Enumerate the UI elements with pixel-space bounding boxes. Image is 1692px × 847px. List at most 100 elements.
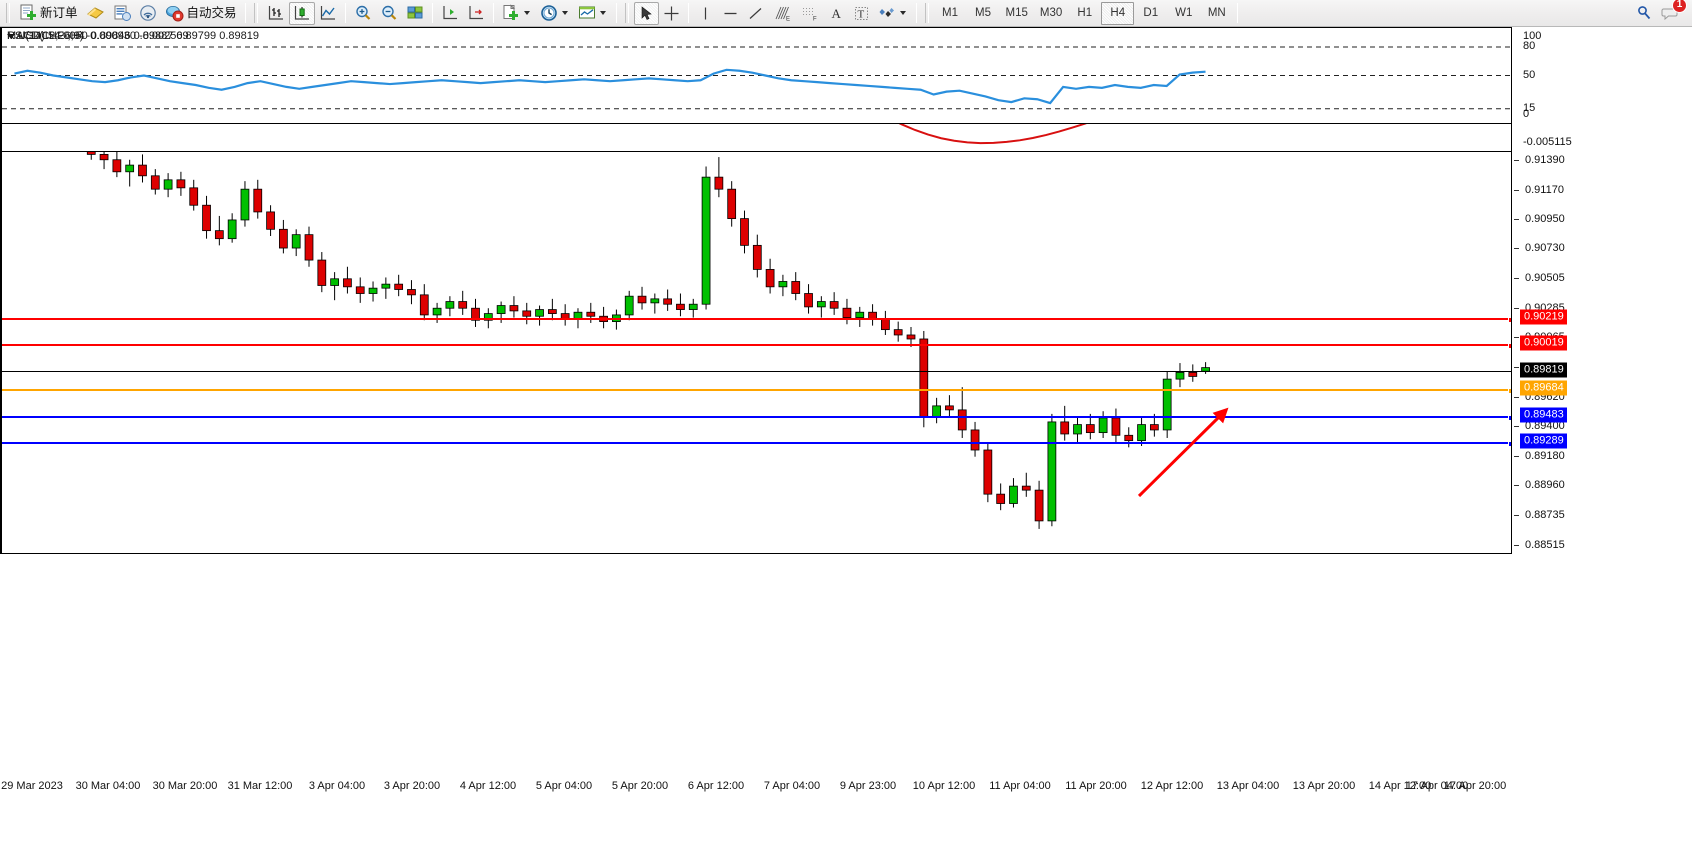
svg-text:T: T xyxy=(857,8,864,20)
toolbar-grip-3[interactable] xyxy=(623,3,631,23)
timeframe-m30[interactable]: M30 xyxy=(1039,7,1063,19)
time-tick-label: 17 Apr 20:00 xyxy=(1443,780,1507,792)
fibonacci-button[interactable]: E xyxy=(768,2,796,25)
autotrading-button[interactable]: 自动交易 xyxy=(161,2,241,25)
candle-body xyxy=(445,301,455,309)
price-tick: 0.88515 xyxy=(1512,539,1565,551)
time-axis[interactable]: 29 Mar 2023 30 Mar 04:00 30 Mar 20:00 31 Ma… xyxy=(0,776,1692,804)
tile-windows-button[interactable] xyxy=(402,2,428,25)
rsi-axis-scale[interactable]: 100 80 50 15 0 xyxy=(1512,27,1692,124)
candle-body xyxy=(881,318,890,331)
level-line-pivot[interactable] xyxy=(2,388,1511,395)
period-button[interactable] xyxy=(536,2,574,25)
svg-text:E: E xyxy=(786,16,790,22)
timeframe-mn[interactable]: MN xyxy=(1207,7,1226,19)
crosshair-button[interactable] xyxy=(659,2,684,25)
shapes-caret-icon[interactable] xyxy=(899,11,906,15)
candle-body xyxy=(112,159,122,173)
toolbar-separator-7 xyxy=(915,3,917,23)
candle-body xyxy=(99,154,109,161)
time-tick-label: 31 Mar 12:00 xyxy=(227,780,293,792)
add-indicator-caret-icon[interactable] xyxy=(523,11,530,15)
zoom-in-button[interactable] xyxy=(350,2,376,25)
data-window-button[interactable] xyxy=(109,2,135,25)
candle-body xyxy=(752,244,762,270)
chart-shift-button[interactable] xyxy=(437,2,463,25)
svg-text:A: A xyxy=(831,6,841,21)
rsi-tick: 15 xyxy=(1523,101,1536,114)
text-button[interactable]: A xyxy=(824,2,849,25)
candle-body xyxy=(778,281,788,288)
text-label-button[interactable]: T xyxy=(849,2,874,25)
shapes-button[interactable] xyxy=(874,2,912,25)
equidistant-channel-button[interactable]: F xyxy=(796,2,824,25)
candle-body xyxy=(458,301,468,309)
candlestick-chart-button[interactable] xyxy=(288,1,315,25)
cursor-button[interactable] xyxy=(633,1,659,25)
signals-button[interactable] xyxy=(135,2,161,25)
templates-icon xyxy=(578,6,595,19)
timeframe-w1[interactable]: W1 xyxy=(1175,7,1193,19)
candle-body xyxy=(919,338,929,417)
chart-area[interactable]: USDCHF-,H4 0.89846 0.89887 0.89799 0.898… xyxy=(0,27,1692,847)
timeframe-m1[interactable]: M1 xyxy=(942,7,959,19)
candle-body xyxy=(214,230,224,240)
candle-body xyxy=(983,449,993,495)
add-indicator-button[interactable] xyxy=(498,2,536,25)
horizontal-line-button[interactable] xyxy=(718,2,743,25)
candle-body xyxy=(1111,417,1121,436)
candle-body xyxy=(957,409,967,431)
period-caret-icon[interactable] xyxy=(561,11,568,15)
bar-chart-button[interactable] xyxy=(263,2,289,25)
candle-body xyxy=(906,334,916,340)
price-tick: 0.88960 xyxy=(1512,479,1565,491)
new-order-button[interactable]: 新订单 xyxy=(15,2,82,25)
auto-scroll-button[interactable] xyxy=(463,2,489,25)
candle-body xyxy=(1137,424,1146,442)
trendline-button[interactable] xyxy=(743,2,768,25)
level-anchor-handle[interactable] xyxy=(1508,343,1511,350)
rsi-pane[interactable]: RSI(14) 54.0050 xyxy=(0,27,1512,124)
candle-body xyxy=(932,405,941,417)
time-tick-label: 5 Apr 20:00 xyxy=(611,780,669,792)
toolbar-separator-4 xyxy=(492,3,494,23)
bar-chart-icon xyxy=(268,6,283,20)
expert-advisors-icon xyxy=(86,7,104,19)
main-toolbar: 新订单 xyxy=(0,0,1692,27)
line-chart-button[interactable] xyxy=(315,2,341,25)
level-line-resistance-1[interactable] xyxy=(2,343,1511,350)
level-anchor-handle[interactable] xyxy=(1508,441,1511,448)
timeframe-h4[interactable]: H4 xyxy=(1101,1,1135,25)
toolbar-grip-2[interactable] xyxy=(252,3,260,23)
timeframe-d1[interactable]: D1 xyxy=(1143,7,1159,19)
notifications-button[interactable]: 1 xyxy=(1657,0,1687,25)
timeframe-m15[interactable]: M15 xyxy=(1005,7,1028,19)
level-anchor-handle[interactable] xyxy=(1508,316,1511,323)
candle-body xyxy=(1188,372,1198,377)
level-anchor-handle[interactable] xyxy=(1508,415,1511,422)
level-anchor-handle[interactable] xyxy=(1508,388,1511,395)
toolbar-grip[interactable] xyxy=(5,3,12,23)
text-label-icon: T xyxy=(854,6,868,20)
level-line-current-price[interactable] xyxy=(2,371,1511,373)
toolbar-grip-4[interactable] xyxy=(923,3,931,23)
candle-body xyxy=(1034,489,1044,522)
level-line-resistance-2[interactable] xyxy=(2,316,1511,323)
timeframe-h1[interactable]: H1 xyxy=(1077,7,1093,19)
price-tick: 0.90505 xyxy=(1512,272,1565,284)
timeframe-m5[interactable]: M5 xyxy=(975,7,992,19)
candle-body xyxy=(1162,378,1172,431)
candle-body xyxy=(150,175,160,190)
zoom-out-button[interactable] xyxy=(376,2,402,25)
expert-advisors-button[interactable] xyxy=(82,2,109,25)
vertical-line-icon xyxy=(704,7,706,19)
vertical-line-button[interactable] xyxy=(693,2,718,25)
level-line-support-1[interactable] xyxy=(2,415,1511,422)
level-line-support-2[interactable] xyxy=(2,441,1511,448)
templates-caret-icon[interactable] xyxy=(599,11,606,15)
search-button[interactable] xyxy=(1631,2,1657,25)
templates-button[interactable] xyxy=(574,2,612,25)
signals-icon xyxy=(139,5,156,21)
candle-body xyxy=(202,204,211,232)
